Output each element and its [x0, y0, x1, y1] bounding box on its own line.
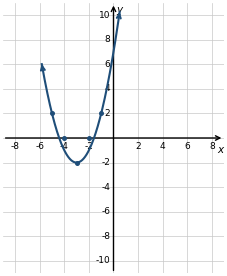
Text: 10: 10 — [99, 10, 110, 20]
Text: -8: -8 — [101, 232, 110, 241]
Text: 6: 6 — [105, 60, 110, 69]
Text: y: y — [117, 5, 123, 15]
Text: -4: -4 — [60, 142, 69, 151]
Text: 8: 8 — [105, 35, 110, 44]
Text: -8: -8 — [11, 142, 20, 151]
Text: 2: 2 — [135, 142, 141, 151]
Text: 4: 4 — [105, 84, 110, 93]
Text: -2: -2 — [101, 158, 110, 167]
Text: x: x — [217, 145, 223, 155]
Text: -10: -10 — [96, 256, 110, 266]
Text: 8: 8 — [209, 142, 215, 151]
Text: -6: -6 — [35, 142, 44, 151]
Text: 2: 2 — [105, 109, 110, 118]
Text: -4: -4 — [101, 183, 110, 192]
Text: 6: 6 — [185, 142, 190, 151]
Text: 4: 4 — [160, 142, 165, 151]
Text: -6: -6 — [101, 207, 110, 216]
Text: -2: -2 — [84, 142, 93, 151]
